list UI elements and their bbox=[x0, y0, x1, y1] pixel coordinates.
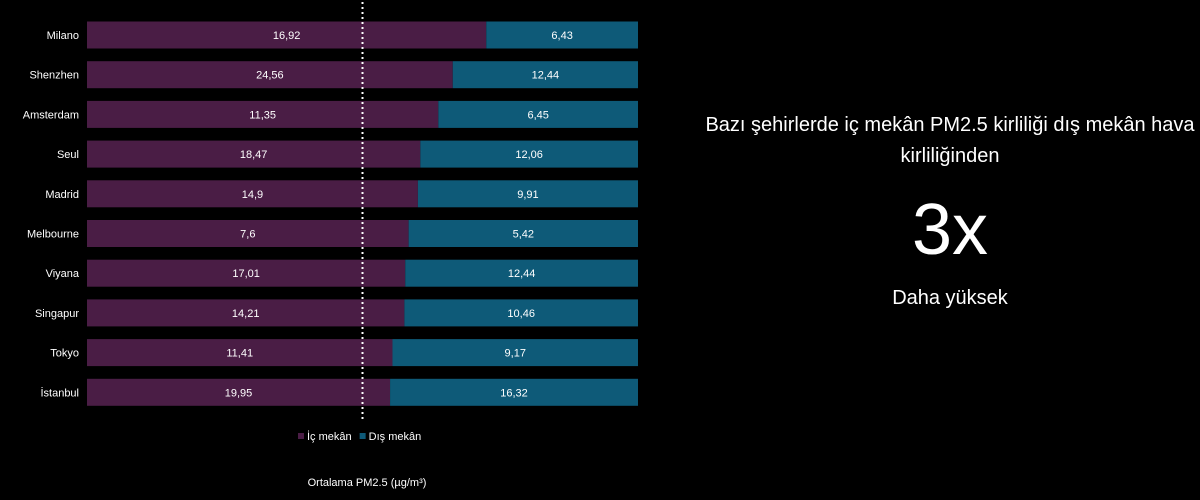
data-label: 6,45 bbox=[527, 109, 548, 121]
bar-segment bbox=[390, 378, 638, 406]
category-label: Amsterdam bbox=[23, 109, 79, 121]
category-label: Madrid bbox=[45, 189, 79, 201]
data-label: 14,9 bbox=[242, 189, 263, 201]
bar-segment bbox=[420, 140, 638, 168]
callout-subtext: Daha yüksek bbox=[892, 287, 1008, 309]
data-label: 11,35 bbox=[249, 109, 276, 121]
legend-label: Dış mekân bbox=[369, 431, 422, 443]
data-label: 16,92 bbox=[273, 30, 301, 42]
data-label: 9,17 bbox=[505, 348, 526, 360]
bar-segment bbox=[438, 100, 638, 128]
data-label: 9,91 bbox=[517, 189, 538, 201]
data-label: 14,21 bbox=[232, 308, 260, 320]
category-label: Milano bbox=[47, 30, 79, 42]
stacked-bar-chart: Milano 16,92 6,43 Shenzhen 24,56 12,44 Amsterd… bbox=[23, 2, 638, 489]
callout-headline: Bazı şehirlerde iç mekân PM2.5 kirliliği… bbox=[705, 114, 1195, 167]
bar-segment bbox=[87, 299, 405, 327]
bar-segment bbox=[87, 339, 393, 367]
bar-segment bbox=[404, 299, 638, 327]
data-label: 12,06 bbox=[515, 149, 543, 161]
callout-multiplier: 3x bbox=[911, 190, 989, 270]
data-label: 24,56 bbox=[256, 70, 284, 82]
bar-segment bbox=[87, 220, 409, 247]
category-label: Tokyo bbox=[50, 348, 79, 360]
bar-segment bbox=[87, 378, 391, 406]
data-label: 10,46 bbox=[507, 308, 535, 320]
bar-segment bbox=[87, 259, 406, 287]
data-label: 7,6 bbox=[240, 229, 255, 241]
bar-segment bbox=[87, 21, 487, 49]
data-label: 11,41 bbox=[226, 348, 253, 360]
data-label: 17,01 bbox=[232, 268, 260, 280]
bar-segment bbox=[392, 339, 638, 367]
data-label: 12,44 bbox=[532, 70, 560, 82]
category-label: İstanbul bbox=[40, 386, 79, 399]
bar-segment bbox=[417, 180, 638, 208]
category-label: Melbourne bbox=[27, 229, 79, 241]
category-label: Shenzhen bbox=[29, 70, 79, 82]
x-axis-label: Ortalama PM2.5 (µg/m³) bbox=[308, 477, 427, 489]
category-label: Viyana bbox=[46, 268, 80, 280]
bar-segment bbox=[452, 61, 638, 89]
bar-segment bbox=[405, 259, 638, 287]
bar-segment bbox=[87, 140, 421, 168]
category-label: Seul bbox=[57, 149, 79, 161]
data-label: 16,32 bbox=[500, 387, 528, 399]
bar-segment bbox=[408, 220, 638, 247]
legend-label: İç mekân bbox=[307, 430, 352, 443]
data-label: 6,43 bbox=[551, 30, 572, 42]
data-label: 19,95 bbox=[225, 387, 253, 399]
bar-segment bbox=[87, 100, 439, 128]
bar-segment bbox=[87, 61, 453, 89]
data-label: 18,47 bbox=[240, 149, 268, 161]
data-label: 12,44 bbox=[508, 268, 536, 280]
category-label: Singapur bbox=[35, 308, 79, 320]
bar-segment bbox=[486, 21, 638, 49]
legend-swatch bbox=[298, 433, 304, 439]
legend-swatch bbox=[359, 433, 366, 439]
data-label: 5,42 bbox=[513, 229, 534, 241]
